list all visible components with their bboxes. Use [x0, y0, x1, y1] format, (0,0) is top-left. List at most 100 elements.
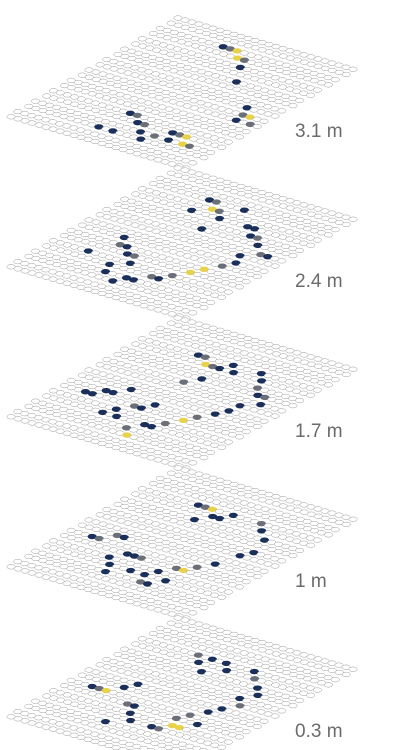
empty-cell: [188, 310, 198, 316]
layer-4: 0.3 m: [6, 615, 358, 750]
empty-cell: [223, 289, 233, 295]
empty-cell: [241, 579, 251, 585]
empty-cell: [306, 242, 316, 248]
empty-cell: [330, 227, 340, 233]
empty-cell: [330, 677, 340, 683]
empty-cell: [306, 542, 316, 548]
empty-cell: [348, 216, 358, 222]
empty-cell: [199, 155, 209, 161]
empty-cell: [324, 232, 333, 238]
empty-cell: [348, 66, 358, 72]
empty-cell: [277, 108, 287, 114]
empty-cell: [241, 129, 251, 135]
layer-height-label: 1.7 m: [295, 421, 343, 442]
empty-cell: [235, 584, 244, 590]
empty-cell: [235, 734, 244, 740]
empty-cell: [259, 118, 269, 124]
empty-cell: [199, 605, 209, 611]
empty-cell: [241, 429, 251, 435]
empty-cell: [223, 139, 233, 145]
empty-cell: [330, 377, 340, 383]
empty-cell: [306, 92, 316, 98]
layer-1: 2.4 m: [6, 165, 358, 321]
empty-cell: [252, 723, 262, 730]
empty-cell: [235, 434, 244, 440]
empty-cell: [348, 516, 358, 522]
empty-cell: [259, 268, 269, 274]
layer-height-label: 1 m: [295, 571, 327, 592]
empty-cell: [235, 284, 244, 290]
empty-cell: [330, 77, 340, 83]
empty-cell: [312, 687, 322, 693]
empty-cell: [235, 134, 244, 140]
empty-cell: [252, 423, 262, 430]
empty-cell: [277, 408, 287, 414]
empty-cell: [217, 594, 227, 600]
empty-cell: [295, 547, 305, 554]
empty-cell: [188, 610, 198, 616]
empty-cell: [206, 599, 216, 606]
empty-cell: [241, 729, 251, 735]
empty-cell: [223, 739, 233, 745]
empty-cell: [312, 87, 322, 93]
empty-cell: [324, 682, 333, 688]
empty-cell: [306, 392, 316, 398]
empty-cell: [188, 460, 198, 466]
empty-cell: [217, 294, 227, 300]
empty-cell: [223, 589, 233, 595]
layer-height-label: 0.3 m: [295, 721, 343, 742]
empty-cell: [288, 553, 298, 559]
empty-cell: [288, 253, 298, 259]
empty-cell: [252, 273, 262, 280]
empty-cell: [288, 103, 298, 109]
empty-cell: [277, 258, 287, 264]
empty-cell: [217, 144, 227, 150]
empty-cell: [252, 573, 262, 580]
empty-cell: [312, 537, 322, 543]
layer-3: 1 m: [6, 465, 358, 621]
empty-cell: [270, 563, 280, 569]
empty-cell: [259, 568, 269, 574]
empty-cell: [341, 71, 351, 77]
empty-cell: [270, 263, 280, 269]
empty-cell: [270, 713, 280, 719]
empty-cell: [277, 708, 287, 714]
empty-cell: [341, 371, 351, 378]
empty-cell: [348, 666, 358, 672]
empty-cell: [241, 279, 251, 285]
empty-cell: [199, 455, 209, 461]
empty-cell: [295, 247, 305, 253]
empty-cell: [330, 527, 340, 533]
empty-cell: [206, 299, 216, 306]
empty-cell: [199, 305, 209, 311]
empty-cell: [341, 671, 351, 678]
empty-cell: [295, 697, 305, 704]
empty-cell: [306, 692, 316, 698]
layer-height-label: 2.4 m: [295, 271, 343, 292]
empty-cell: [270, 413, 280, 419]
empty-cell: [295, 397, 305, 404]
empty-cell: [288, 403, 298, 409]
layer-0: 3.1 m: [6, 15, 358, 171]
empty-cell: [295, 97, 305, 103]
empty-cell: [324, 382, 333, 388]
empty-cell: [324, 532, 333, 538]
layer-height-label: 3.1 m: [295, 121, 343, 142]
empty-cell: [270, 113, 280, 119]
layer-2: 1.7 m: [6, 315, 358, 471]
empty-cell: [288, 703, 298, 709]
empty-cell: [252, 123, 262, 129]
empty-cell: [341, 521, 351, 528]
empty-cell: [223, 439, 233, 445]
empty-cell: [206, 149, 216, 155]
empty-cell: [341, 221, 351, 227]
empty-cell: [217, 444, 227, 450]
empty-cell: [259, 718, 269, 724]
empty-cell: [259, 418, 269, 424]
empty-cell: [312, 387, 322, 393]
empty-cell: [348, 366, 358, 372]
empty-cell: [206, 449, 216, 456]
empty-cell: [188, 160, 198, 166]
empty-cell: [312, 237, 322, 243]
